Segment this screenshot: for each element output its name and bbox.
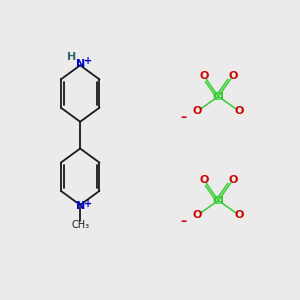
Text: O: O bbox=[199, 70, 208, 81]
Text: –: – bbox=[180, 215, 186, 228]
Text: N: N bbox=[76, 59, 85, 69]
Text: H: H bbox=[67, 52, 76, 62]
Text: O: O bbox=[235, 106, 244, 116]
Text: Cl: Cl bbox=[212, 196, 224, 206]
Text: +: + bbox=[84, 199, 92, 209]
Text: O: O bbox=[199, 175, 208, 184]
Text: O: O bbox=[193, 210, 202, 220]
Text: O: O bbox=[235, 210, 244, 220]
Text: O: O bbox=[228, 70, 238, 81]
Text: N: N bbox=[76, 202, 85, 212]
Text: O: O bbox=[193, 106, 202, 116]
Text: –: – bbox=[180, 111, 186, 124]
Text: +: + bbox=[84, 56, 92, 66]
Text: O: O bbox=[228, 175, 238, 184]
Text: CH₃: CH₃ bbox=[71, 220, 89, 230]
Text: Cl: Cl bbox=[212, 92, 224, 101]
